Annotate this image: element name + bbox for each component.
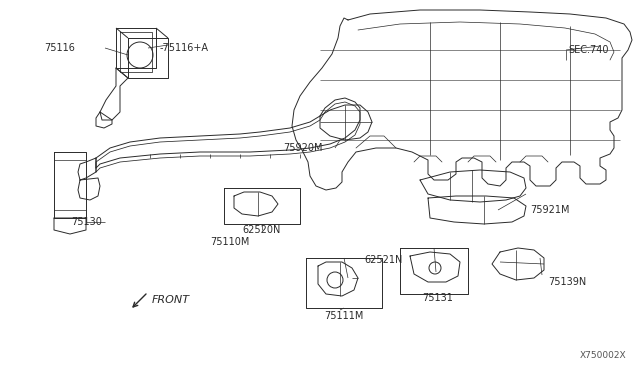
Text: 75920M: 75920M: [284, 143, 323, 153]
Text: X750002X: X750002X: [580, 351, 627, 360]
Text: FRONT: FRONT: [152, 295, 190, 305]
Text: 75116: 75116: [44, 43, 75, 53]
Text: 75139N: 75139N: [548, 277, 586, 287]
Text: 62520N: 62520N: [243, 225, 281, 235]
Text: 75921M: 75921M: [530, 205, 570, 215]
Text: SEC.740: SEC.740: [568, 45, 609, 55]
Text: 75130: 75130: [72, 217, 102, 227]
Text: -75116+A: -75116+A: [160, 43, 209, 53]
Text: 75111M: 75111M: [324, 311, 364, 321]
Text: 75110M: 75110M: [211, 237, 250, 247]
Text: 75131: 75131: [422, 293, 453, 303]
Text: 62521N: 62521N: [365, 255, 403, 265]
